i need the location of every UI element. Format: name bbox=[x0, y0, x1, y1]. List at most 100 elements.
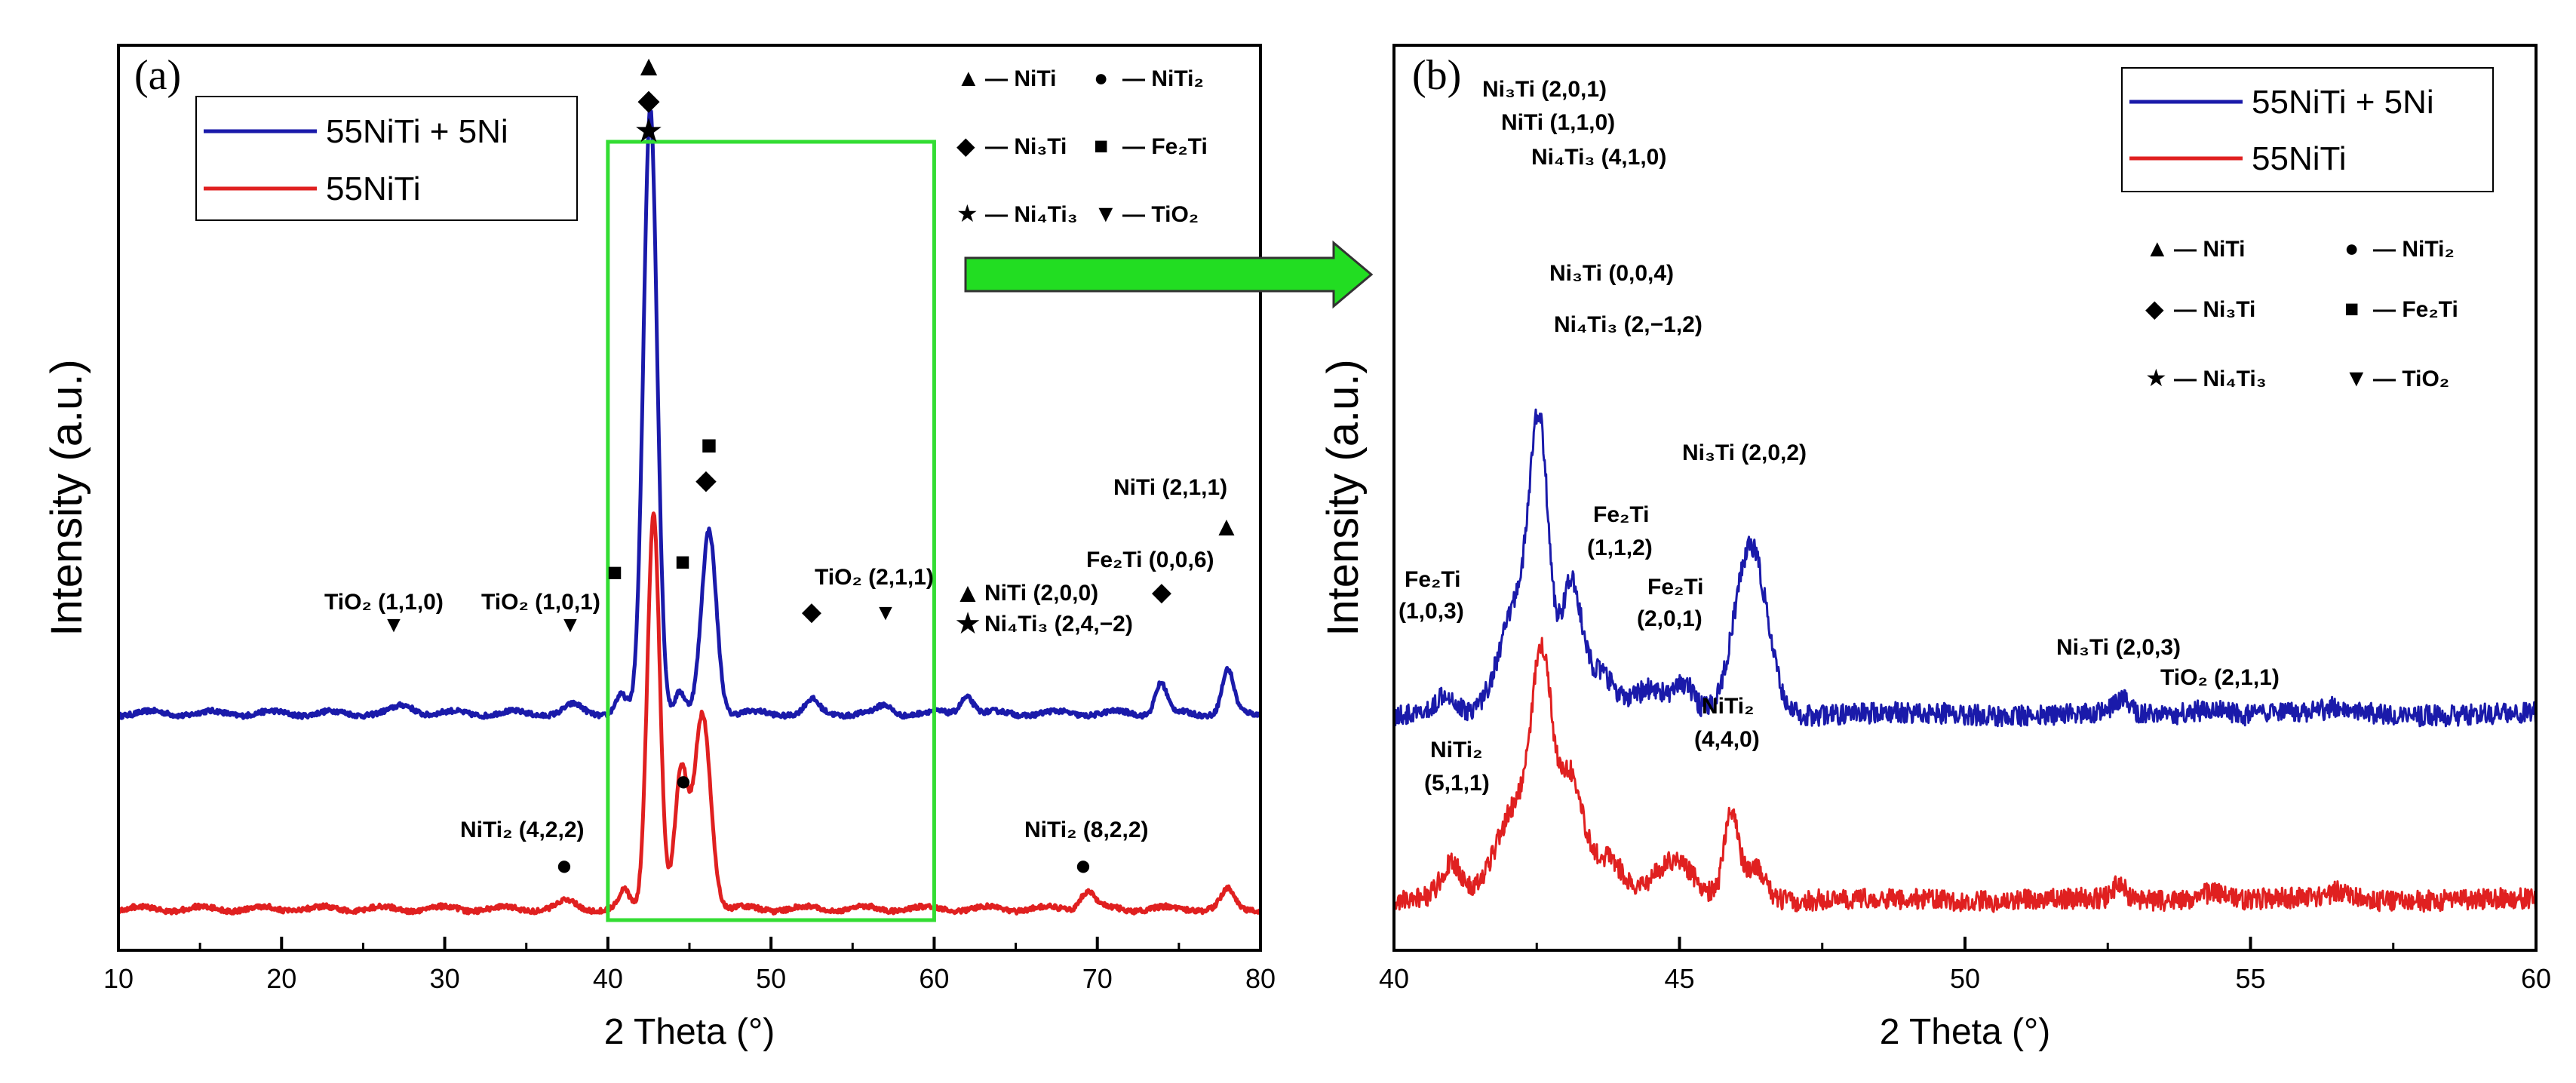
peak-marker: ▼ bbox=[874, 600, 897, 625]
x-tick-label: 10 bbox=[103, 963, 134, 994]
y-axis-title-a: Intensity (a.u.) bbox=[42, 359, 91, 636]
x-tick-label: 20 bbox=[266, 963, 296, 994]
peak-label: (2,0,1) bbox=[1637, 606, 1702, 631]
key-label: — TiO₂ bbox=[1122, 202, 1199, 227]
peak-annotations-b: Ni₃Ti (2,0,1) NiTi (1,1,0) Ni₄Ti₃ (4,1,0… bbox=[1399, 77, 2280, 796]
peak-label: (1,1,2) bbox=[1587, 535, 1653, 560]
peak-label: NiTi (1,1,0) bbox=[1501, 110, 1615, 135]
key-symbol: ■ bbox=[1094, 132, 1108, 159]
peak-label: Ni₄Ti₃ (2,4,−2) bbox=[984, 612, 1133, 637]
peak-label: Fe₂Ti bbox=[1405, 567, 1460, 592]
peak-label: Ni₄Ti₃ (2,−1,2) bbox=[1554, 312, 1702, 337]
x-tick-label: 60 bbox=[2521, 963, 2551, 994]
peak-label: TiO₂ (2,1,1) bbox=[2160, 665, 2280, 690]
peak-label: (4,4,0) bbox=[1694, 727, 1760, 752]
zoom-arrow bbox=[964, 240, 1374, 309]
peak-marker: ● bbox=[675, 765, 692, 797]
key-symbol: ◆ bbox=[2145, 295, 2164, 322]
peak-marker: ■ bbox=[607, 558, 623, 587]
peak-label: NiTi₂ bbox=[1702, 694, 1754, 719]
peak-marker: ▲ bbox=[1213, 511, 1240, 542]
key-label: — Ni₄Ti₃ bbox=[985, 202, 1078, 227]
peak-label: (1,0,3) bbox=[1399, 599, 1464, 624]
peak-marker: ★ bbox=[634, 112, 663, 149]
key-symbol: ★ bbox=[2145, 364, 2167, 391]
key-symbol: ▼ bbox=[2344, 364, 2369, 391]
key-symbol: ★ bbox=[956, 200, 978, 227]
peak-marker: ◆ bbox=[802, 597, 822, 626]
y-axis-title-b: Intensity (a.u.) bbox=[1319, 359, 1368, 636]
key-symbol: ▲ bbox=[956, 64, 981, 91]
x-tick-label: 30 bbox=[430, 963, 460, 994]
peak-label: NiTi (2,1,1) bbox=[1113, 475, 1227, 500]
key-label: — Ni₄Ti₃ bbox=[2174, 367, 2267, 391]
panel-label-a: (a) bbox=[134, 52, 181, 99]
peak-label: Ni₃Ti (2,0,2) bbox=[1682, 440, 1807, 465]
peak-marker: ▲ bbox=[954, 577, 981, 608]
x-tick-label: 40 bbox=[1379, 963, 1409, 994]
x-tick-label: 50 bbox=[756, 963, 786, 994]
key-label: — Fe₂Ti bbox=[1122, 134, 1208, 159]
key-symbol: ▲ bbox=[2145, 235, 2169, 262]
x-tick-label: 50 bbox=[1950, 963, 1980, 994]
peak-marker: ★ bbox=[954, 607, 981, 640]
panel-label-b: (b) bbox=[1412, 52, 1461, 99]
legend-label-blue-a: 55NiTi + 5Ni bbox=[326, 113, 508, 150]
x-axis-title-a: 2 Theta (°) bbox=[604, 1012, 775, 1052]
peak-marker: ▼ bbox=[559, 612, 582, 637]
phase-key-b: ▲ — NiTi ● — NiTi₂ ◆ — Ni₃Ti ■ — Fe₂Ti ★… bbox=[2145, 235, 2458, 391]
peak-label: Fe₂Ti bbox=[1647, 575, 1703, 600]
peak-label: TiO₂ (2,1,1) bbox=[815, 565, 934, 590]
peak-marker: ● bbox=[1075, 850, 1092, 882]
legend-label-blue-b: 55NiTi + 5Ni bbox=[2252, 84, 2434, 121]
peak-marker: ▼ bbox=[382, 612, 405, 637]
series-line-red bbox=[118, 511, 1260, 916]
peak-marker: ● bbox=[556, 850, 573, 882]
legend-b: 55NiTi + 5Ni 55NiTi bbox=[2121, 67, 2494, 192]
key-label: — Ni₃Ti bbox=[985, 134, 1067, 159]
peak-label: Ni₄Ti₃ (4,1,0) bbox=[1531, 145, 1666, 170]
key-label: — Ni₃Ti bbox=[2174, 297, 2255, 322]
legend-label-red-a: 55NiTi bbox=[326, 170, 421, 207]
x-tick-label: 80 bbox=[1245, 963, 1276, 994]
panel-b: 40 45 50 55 60 (b) 55NiTi + 5Ni 55NiTi ▲ — N… bbox=[1319, 44, 2551, 1052]
peak-label: NiTi₂ bbox=[1430, 738, 1482, 762]
key-label: — NiTi bbox=[2174, 237, 2245, 262]
key-symbol: ■ bbox=[2344, 295, 2359, 322]
peak-label: NiTi (2,0,0) bbox=[984, 581, 1098, 606]
peak-marker: ■ bbox=[701, 429, 717, 460]
peak-label: (5,1,1) bbox=[1424, 771, 1490, 796]
phase-key-a: ▲ — NiTi ● — NiTi₂ ◆ — Ni₃Ti ■ — Fe₂Ti ★… bbox=[956, 64, 1208, 227]
key-label: — NiTi₂ bbox=[1122, 66, 1204, 91]
key-symbol: ◆ bbox=[956, 132, 975, 159]
x-tick-label: 40 bbox=[593, 963, 623, 994]
x-axis-title-b: 2 Theta (°) bbox=[1880, 1012, 2050, 1052]
key-symbol: ● bbox=[1094, 64, 1108, 91]
key-label: — NiTi bbox=[985, 66, 1056, 91]
key-label: — Fe₂Ti bbox=[2373, 297, 2458, 322]
peak-marker: ◆ bbox=[695, 464, 717, 495]
key-label: — TiO₂ bbox=[2373, 367, 2449, 391]
x-tick-label: 70 bbox=[1082, 963, 1113, 994]
legend-label-red-b: 55NiTi bbox=[2252, 140, 2347, 177]
peak-label: TiO₂ (1,1,0) bbox=[324, 590, 444, 615]
peak-label: Ni₃Ti (0,0,4) bbox=[1549, 261, 1674, 286]
peak-annotations-a: TiO₂ (1,1,0) ▼ TiO₂ (1,0,1) ▼ ■ ▲ ◆ ★ ■ … bbox=[324, 51, 1240, 882]
x-tick-label: 60 bbox=[919, 963, 949, 994]
legend-a: 55NiTi + 5Ni 55NiTi bbox=[195, 96, 578, 221]
series-line-blue bbox=[118, 109, 1260, 720]
key-symbol: ▼ bbox=[1094, 200, 1118, 227]
key-label: — NiTi₂ bbox=[2373, 237, 2455, 262]
peak-marker: ■ bbox=[675, 548, 691, 576]
peak-label: NiTi₂ (8,2,2) bbox=[1024, 818, 1149, 842]
series-line-red bbox=[1394, 637, 2536, 913]
peak-label: TiO₂ (1,0,1) bbox=[481, 590, 600, 615]
peak-marker: ◆ bbox=[637, 84, 660, 116]
peak-label: Ni₃Ti (2,0,3) bbox=[2056, 635, 2181, 660]
highlight-box bbox=[606, 140, 936, 922]
peak-marker: ▲ bbox=[634, 51, 663, 82]
panel-a: 10 20 30 40 50 60 70 80 (a) 55NiTi + 5Ni 55NiTi… bbox=[42, 44, 1276, 1052]
x-tick-label: 45 bbox=[1664, 963, 1694, 994]
series-line-blue bbox=[1394, 408, 2536, 728]
